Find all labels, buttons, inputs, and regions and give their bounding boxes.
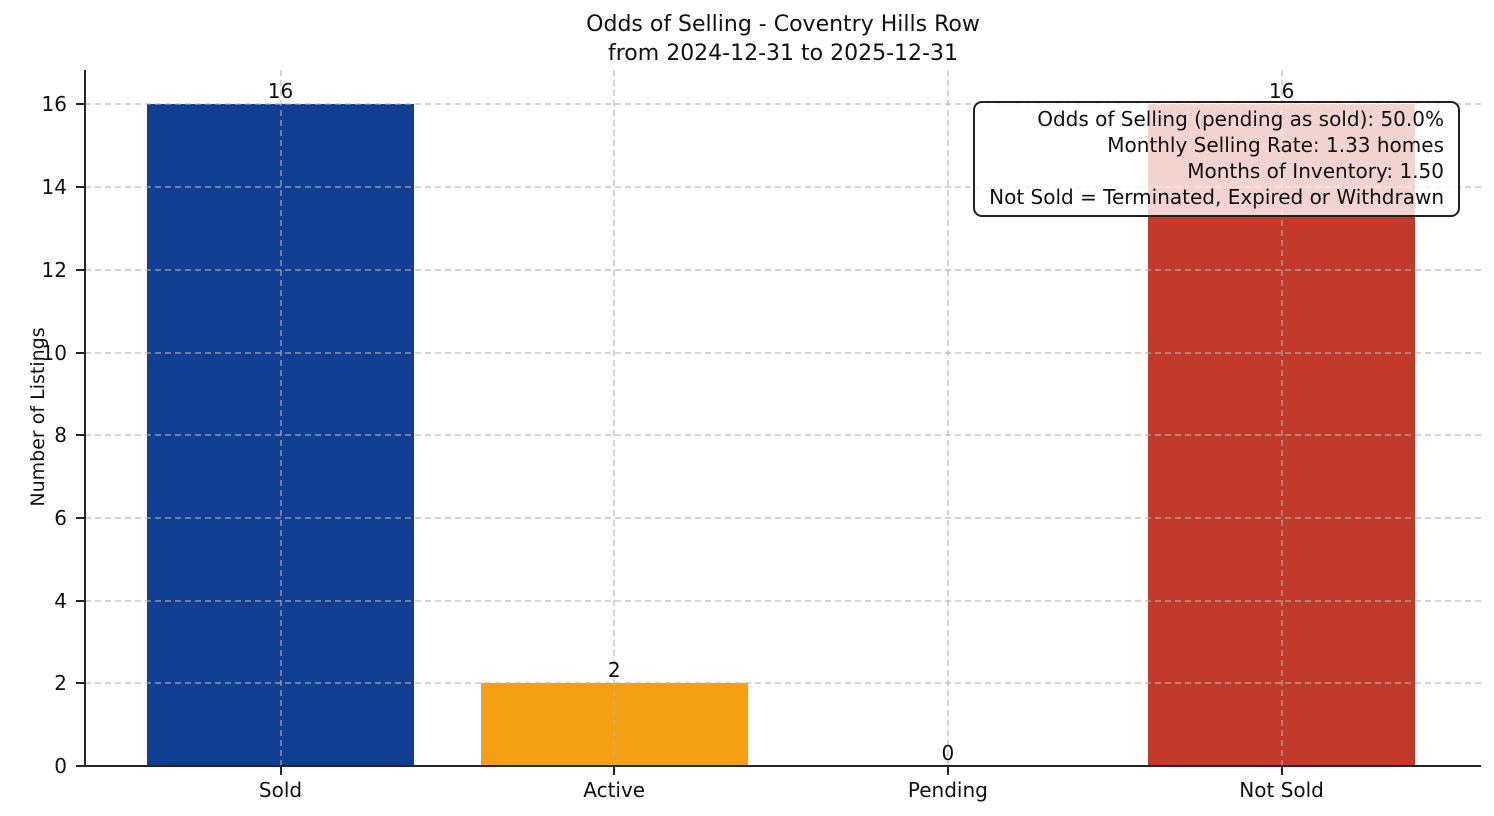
annotation-line-notsold-def: Not Sold = Terminated, Expired or Withdr… bbox=[989, 185, 1444, 209]
y-axis-spine bbox=[84, 70, 86, 767]
chart-title-line1: Odds of Selling - Coventry Hills Row bbox=[586, 12, 980, 37]
y-tick-label: 10 bbox=[41, 340, 67, 365]
x-tick-label-not-sold: Not Sold bbox=[1239, 778, 1324, 802]
y-tick-label: 0 bbox=[54, 754, 67, 778]
x-tick-label-active: Active bbox=[583, 778, 646, 802]
y-tick-mark bbox=[76, 186, 85, 189]
v-gridline bbox=[279, 70, 282, 766]
y-tick-label: 16 bbox=[41, 92, 67, 117]
annotation-line-rate: Monthly Selling Rate: 1.33 homes bbox=[1107, 133, 1444, 157]
chart-title: Odds of Selling - Coventry Hills Row fro… bbox=[85, 10, 1481, 68]
x-tick-mark bbox=[279, 767, 282, 775]
x-tick-label-sold: Sold bbox=[258, 778, 303, 802]
h-gridline bbox=[85, 682, 1481, 685]
h-gridline bbox=[85, 599, 1481, 602]
y-tick-label: 8 bbox=[54, 423, 67, 448]
y-tick-mark bbox=[76, 682, 85, 685]
x-tick-mark bbox=[1280, 767, 1283, 775]
bar-value-label-pending: 0 bbox=[941, 741, 955, 765]
x-tick-label-pending: Pending bbox=[907, 778, 988, 802]
y-tick-mark bbox=[76, 268, 85, 271]
y-tick-mark bbox=[76, 516, 85, 519]
h-gridline bbox=[85, 351, 1481, 354]
x-axis-spine bbox=[84, 765, 1481, 767]
chart-title-line2: from 2024-12-31 to 2025-12-31 bbox=[608, 41, 958, 66]
bar-value-label-sold: 16 bbox=[267, 79, 294, 104]
y-tick-mark bbox=[76, 434, 85, 437]
bar-value-label-not-sold: 16 bbox=[1268, 79, 1295, 104]
h-gridline bbox=[85, 186, 1481, 189]
v-gridline bbox=[613, 70, 616, 766]
x-tick-mark bbox=[613, 767, 616, 775]
y-tick-label: 4 bbox=[54, 588, 67, 613]
annotation-line-odds: Odds of Selling (pending as sold): 50.0% bbox=[1037, 107, 1444, 131]
y-tick-mark bbox=[76, 599, 85, 602]
x-tick-mark bbox=[946, 767, 949, 775]
h-gridline bbox=[85, 434, 1481, 437]
annotation-box: Odds of Selling (pending as sold): 50.0%… bbox=[973, 101, 1460, 217]
h-gridline bbox=[85, 103, 1481, 106]
annotation-line-inventory: Months of Inventory: 1.50 bbox=[1187, 159, 1444, 183]
y-tick-label: 12 bbox=[41, 257, 67, 282]
y-tick-label: 6 bbox=[54, 505, 67, 530]
h-gridline bbox=[85, 268, 1481, 271]
y-tick-mark bbox=[76, 351, 85, 354]
y-tick-label: 2 bbox=[54, 671, 67, 696]
y-tick-label: 14 bbox=[41, 175, 67, 200]
v-gridline bbox=[1280, 70, 1283, 766]
v-gridline bbox=[946, 70, 949, 766]
h-gridline bbox=[85, 516, 1481, 519]
bar-value-label-active: 2 bbox=[607, 658, 621, 683]
y-tick-mark bbox=[76, 103, 85, 106]
y-tick-mark bbox=[76, 765, 85, 767]
